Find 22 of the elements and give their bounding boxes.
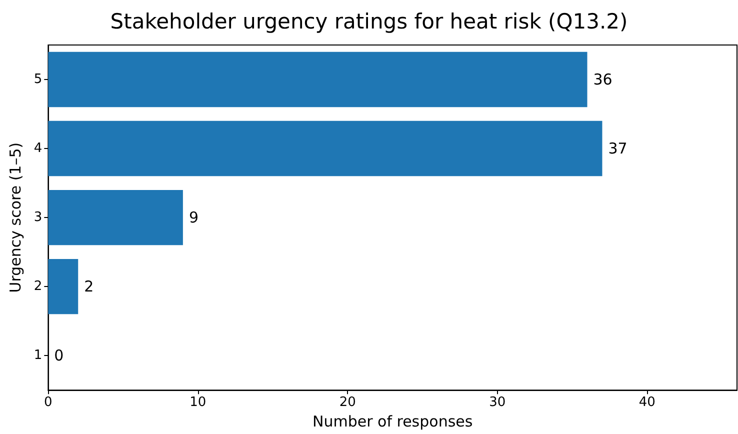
data-label: 2 <box>84 278 94 296</box>
y-tick-label: 4 <box>34 141 42 156</box>
y-axis-title: Urgency score (1–5) <box>6 142 24 293</box>
x-tick-label: 40 <box>638 395 656 410</box>
x-axis-title: Number of responses <box>312 412 473 430</box>
x-tick-label: 10 <box>190 395 206 410</box>
bar <box>48 120 602 176</box>
data-label: 37 <box>608 140 628 158</box>
y-tick-label: 2 <box>34 279 42 294</box>
x-tick-label: 30 <box>489 395 506 410</box>
bar <box>48 190 183 246</box>
data-label: 9 <box>188 208 198 227</box>
y-tick-label: 1 <box>34 348 42 364</box>
bar <box>48 52 588 108</box>
chart-title: Stakeholder urgency ratings for heat risk (Q13.2) <box>110 10 628 34</box>
y-tick-label: 3 <box>34 210 42 226</box>
bar <box>48 258 78 314</box>
data-label: 36 <box>593 70 612 89</box>
y-tick-label: 5 <box>34 72 42 88</box>
data-label: 0 <box>54 346 64 365</box>
x-tick-label: 0 <box>44 395 52 410</box>
x-tick-label: 20 <box>339 395 356 410</box>
